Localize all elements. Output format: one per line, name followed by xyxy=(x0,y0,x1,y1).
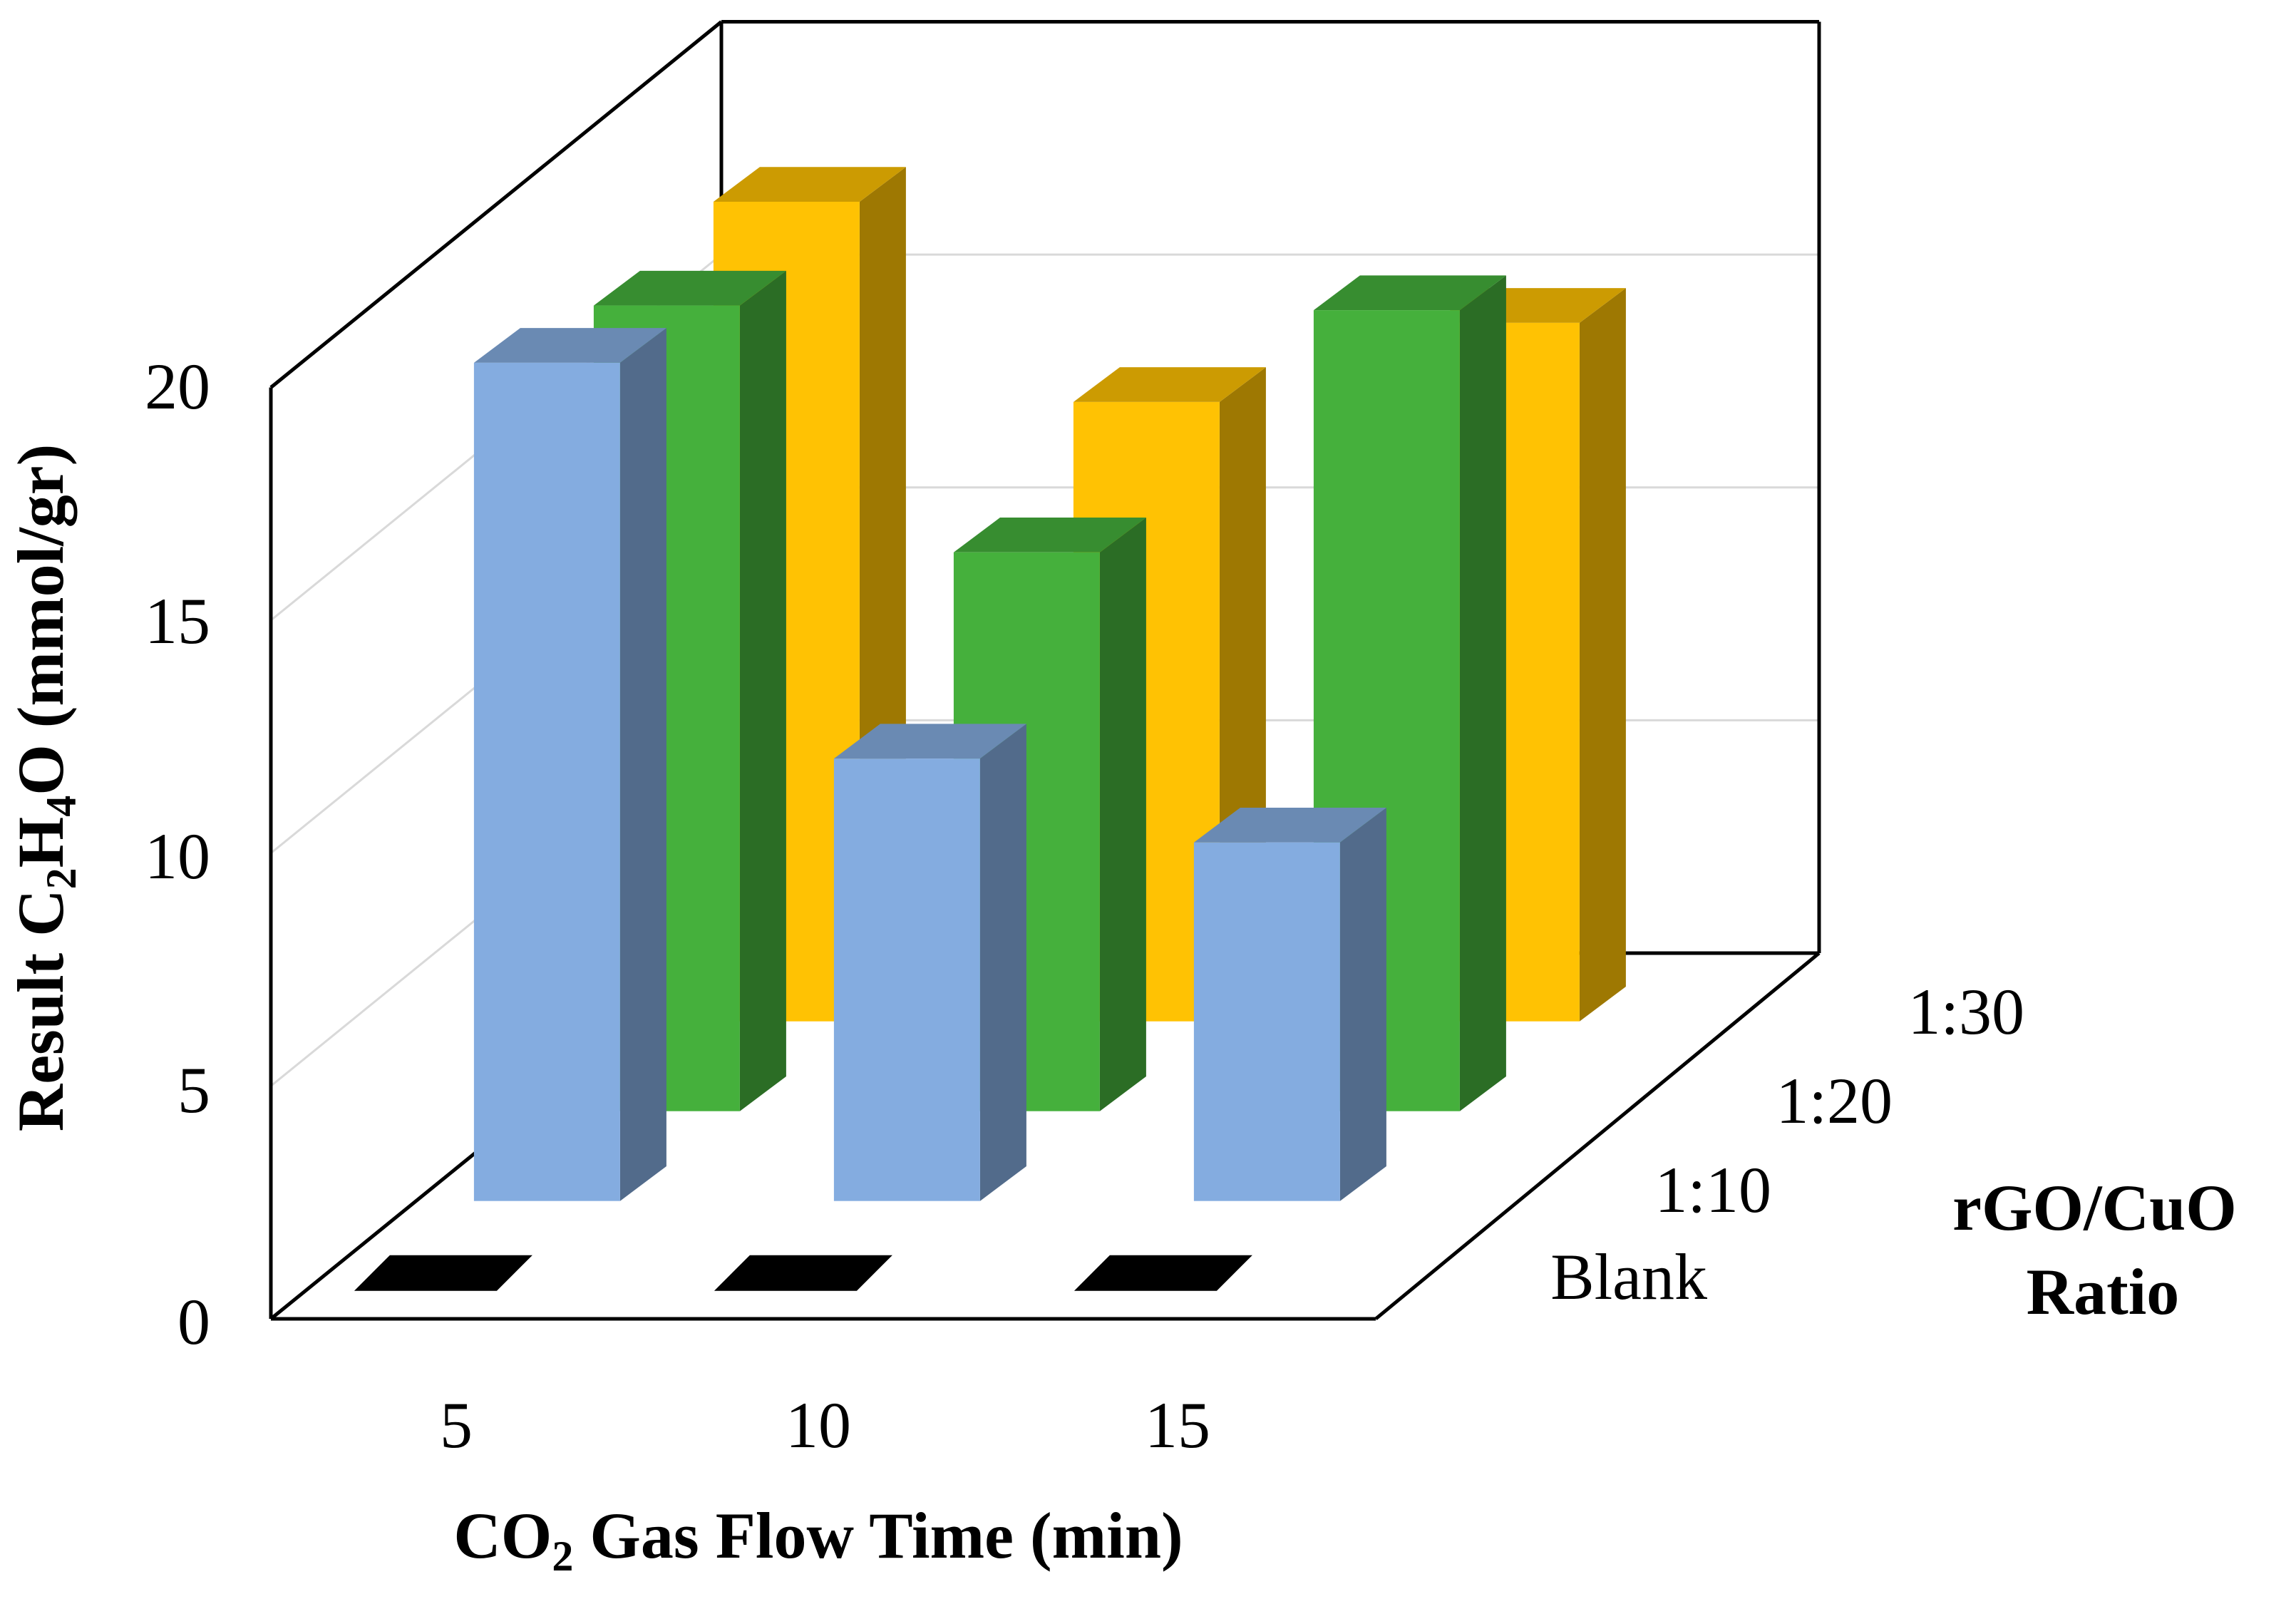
bar-blank-5 xyxy=(354,1255,532,1291)
y-axis-title-part3: O (mmol/gr) xyxy=(4,444,77,796)
bar-1-10-15-side xyxy=(1339,807,1386,1201)
depth-label-1-30: 1:30 xyxy=(1908,975,2024,1048)
y-tick-20: 20 xyxy=(145,350,210,423)
depth-label-1-10: 1:10 xyxy=(1654,1153,1771,1226)
depth-axis-title-line2: Ratio xyxy=(2027,1255,2180,1328)
y-tick-labels: 0 5 10 15 20 xyxy=(145,350,210,1358)
bar-1-20-15-top xyxy=(1313,275,1506,311)
x-axis-title-suffix: Gas Flow Time (min) xyxy=(573,1499,1183,1572)
y-tick-15: 15 xyxy=(145,585,210,657)
x-tick-10: 10 xyxy=(786,1389,851,1461)
bar-1-20-15-side xyxy=(1459,275,1506,1111)
x-tick-labels: 5 10 15 xyxy=(440,1389,1210,1461)
bar-1-10-10-side xyxy=(979,724,1026,1201)
depth-label-blank: Blank xyxy=(1550,1240,1707,1313)
y-tick-0: 0 xyxy=(177,1285,210,1358)
bar-1-10-15 xyxy=(1193,807,1386,1201)
depth-label-1-20: 1:20 xyxy=(1776,1064,1893,1137)
bar-blank-5-top xyxy=(354,1255,532,1291)
frame-edge-2 xyxy=(269,20,723,389)
bar-1-10-5-side xyxy=(619,328,666,1201)
x-axis-title-sub: 2 xyxy=(552,1533,573,1580)
y-axis-title-part1: Result C xyxy=(4,889,77,1131)
y-axis-title-sub2: 4 xyxy=(38,796,85,817)
x-tick-15: 15 xyxy=(1145,1389,1210,1461)
bar-blank-10-top xyxy=(714,1255,892,1291)
depth-tick-labels: Blank 1:10 1:20 1:30 xyxy=(1550,975,2024,1313)
x-tick-5: 5 xyxy=(440,1389,473,1461)
x-axis-title: CO2 Gas Flow Time (min) xyxy=(453,1499,1183,1580)
bar-blank-15-top xyxy=(1074,1255,1252,1291)
bars-layer xyxy=(354,167,1626,1291)
bar-1-10-15-top xyxy=(1193,807,1386,843)
bar-1-20-10-top xyxy=(953,518,1146,552)
bar-1-20-15 xyxy=(1313,275,1506,1111)
bar-1-10-10-top xyxy=(833,724,1026,759)
depth-axis-title: rGO/CuO Ratio xyxy=(1952,1171,2253,1328)
bar-1-10-15-front xyxy=(1193,842,1340,1201)
frame-edge-7 xyxy=(1374,952,1821,1320)
y-tick-5: 5 xyxy=(177,1054,210,1126)
bar-1-10-10 xyxy=(833,724,1026,1201)
bar-1-10-5 xyxy=(473,328,666,1201)
bar-1-10-10-front xyxy=(833,759,980,1201)
bar-1-10-5-front xyxy=(473,362,620,1201)
y-tick-10: 10 xyxy=(145,820,210,893)
bar-1-30-10-top xyxy=(1073,367,1266,402)
y-axis-title-sub1: 2 xyxy=(38,868,85,889)
bar-1-20-10-side xyxy=(1099,518,1146,1111)
bar-1-30-5-top xyxy=(713,167,906,202)
bar-1-20-5-top xyxy=(593,270,786,306)
bar-1-30-15-side xyxy=(1579,288,1626,1022)
y-axis-title-part2: H xyxy=(4,817,77,868)
depth-axis-title-line1: rGO/CuO xyxy=(1952,1171,2237,1244)
bar-1-10-5-top xyxy=(473,328,666,363)
bar-blank-15 xyxy=(1074,1255,1252,1291)
bar-blank-10 xyxy=(714,1255,892,1291)
x-axis-title-prefix: CO xyxy=(453,1499,552,1572)
y-axis-title: Result C2H4O (mmol/gr) xyxy=(4,444,85,1132)
bar-1-20-5-side xyxy=(739,270,786,1111)
